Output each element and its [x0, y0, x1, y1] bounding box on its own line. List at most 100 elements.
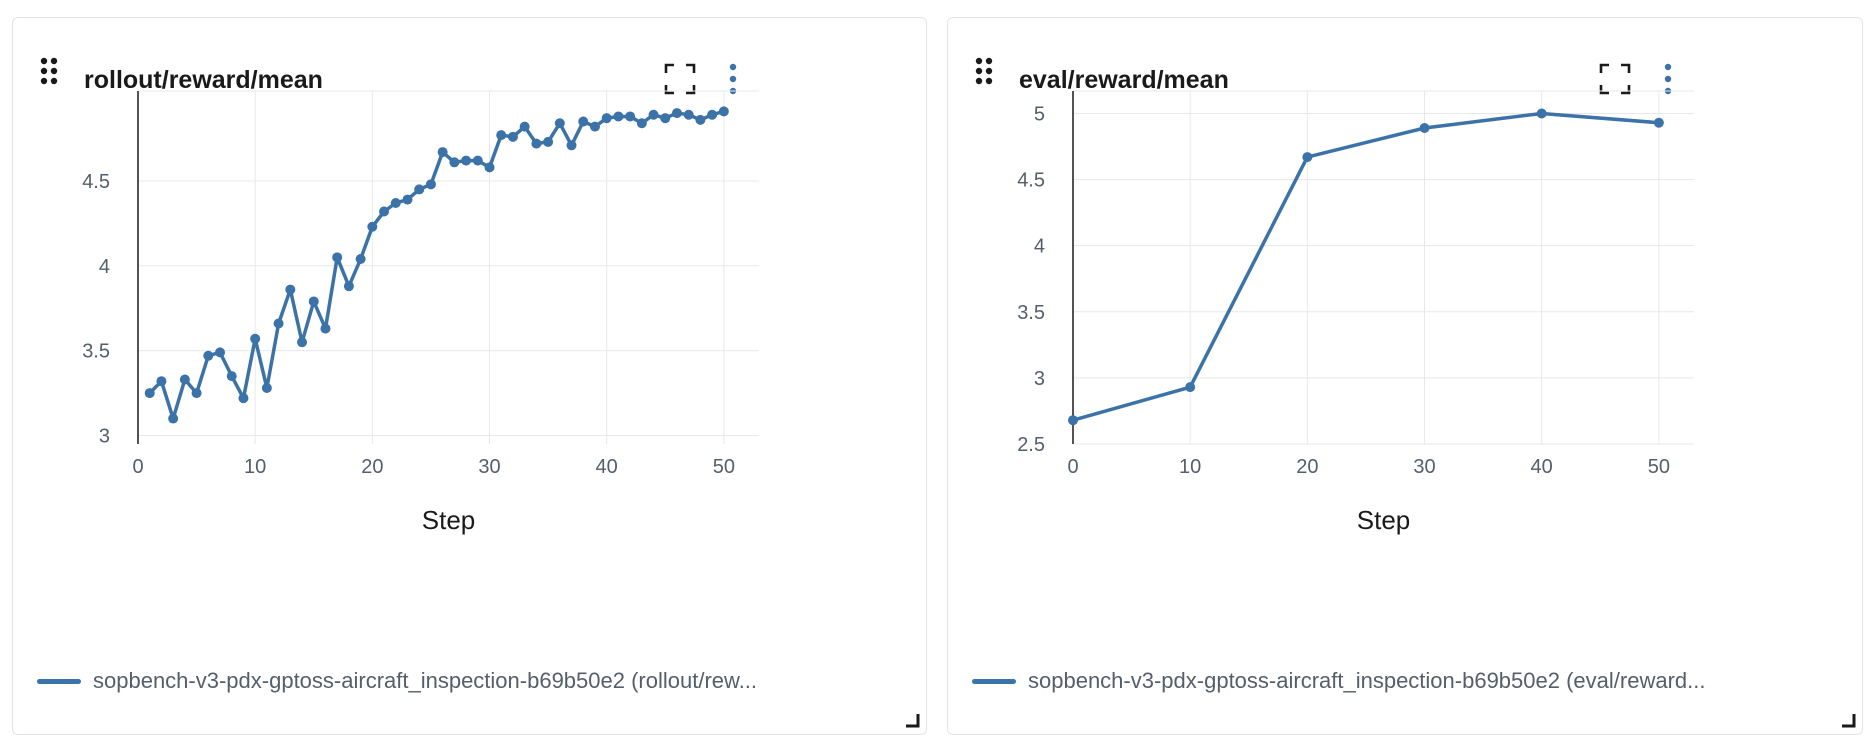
data-point: [203, 350, 214, 361]
data-point: [613, 111, 624, 122]
data-point: [484, 162, 495, 173]
data-point: [238, 393, 249, 404]
data-point: [1536, 108, 1547, 119]
fullscreen-icon[interactable]: [1598, 62, 1632, 96]
legend[interactable]: sopbench-v3-pdx-gptoss-aircraft_inspecti…: [972, 666, 1705, 696]
data-point: [636, 118, 647, 129]
data-point: [414, 184, 425, 195]
data-point: [425, 179, 436, 190]
data-point: [191, 388, 202, 399]
data-point: [625, 111, 636, 122]
y-tick-label: 3.5: [82, 341, 110, 363]
panel-title: eval/reward/mean: [1019, 66, 1229, 94]
panel-title: rollout/reward/mean: [84, 66, 323, 94]
data-point: [707, 109, 718, 120]
x-tick-label: 40: [596, 456, 618, 478]
chart-panel-eval-reward-mean: eval/reward/mean 0 10 20 30 40 50 2.5 3 3.5 4 4.5 5…: [947, 17, 1863, 735]
data-point: [144, 388, 155, 399]
y-tick-label: 3: [1034, 368, 1045, 390]
data-point: [261, 382, 272, 393]
x-tick-label: 10: [244, 456, 266, 478]
data-point: [601, 113, 612, 124]
data-point: [390, 198, 401, 209]
series-line: [148, 109, 725, 421]
data-point: [215, 347, 226, 358]
x-tick-label: 30: [1413, 456, 1435, 478]
resize-handle-icon[interactable]: [904, 712, 920, 728]
data-point: [367, 221, 378, 232]
data-point: [671, 108, 682, 119]
data-point: [543, 136, 554, 147]
y-tick-label: 5: [1034, 103, 1045, 125]
x-tick-label: 0: [1067, 456, 1078, 478]
resize-handle-icon[interactable]: [1840, 712, 1856, 728]
data-point: [379, 206, 390, 217]
data-point: [461, 155, 472, 166]
data-point: [531, 138, 542, 149]
data-point: [297, 337, 308, 348]
drag-handle-icon[interactable]: [39, 56, 61, 86]
y-tick-label: 4: [1034, 236, 1045, 258]
legend-label: sopbench-v3-pdx-gptoss-aircraft_inspecti…: [93, 668, 758, 693]
data-point: [566, 140, 577, 151]
legend-swatch: [972, 678, 1016, 684]
data-point: [156, 376, 167, 387]
data-point: [519, 121, 530, 132]
data-point: [250, 333, 261, 344]
y-tick-label: 2.5: [1017, 434, 1045, 456]
y-tick-label: 4.5: [82, 171, 110, 193]
x-tick-label: 40: [1531, 456, 1553, 478]
data-point: [226, 371, 237, 382]
data-point: [589, 121, 600, 132]
data-point: [332, 252, 343, 263]
data-point: [695, 114, 706, 125]
data-point: [179, 374, 190, 385]
data-point: [355, 254, 366, 265]
legend-swatch: [37, 678, 81, 684]
data-point: [496, 130, 507, 141]
x-tick-label: 50: [1648, 456, 1670, 478]
data-point: [343, 281, 354, 292]
x-axis-title: Step: [422, 505, 476, 535]
x-tick-label: 0: [132, 456, 143, 478]
data-point: [168, 413, 179, 424]
data-point: [1302, 152, 1313, 163]
fullscreen-icon[interactable]: [663, 62, 697, 96]
grid: [137, 90, 759, 444]
series-line: [1072, 111, 1659, 422]
data-point: [578, 116, 589, 127]
data-point: [402, 194, 413, 205]
legend[interactable]: sopbench-v3-pdx-gptoss-aircraft_inspecti…: [37, 666, 757, 696]
data-point: [472, 155, 483, 166]
y-tick-label: 3.5: [1017, 302, 1045, 324]
data-point: [554, 118, 565, 129]
grid: [1072, 90, 1694, 445]
chart-panel-rollout-reward-mean: rollout/reward/mean 0 10 20 30 40 50 3 3.5 4 4.5 S…: [12, 17, 927, 735]
y-tick-label: 3: [99, 426, 110, 448]
line-chart-rollout-reward: 0 10 20 30 40 50 3 3.5 4 4.5 Step: [82, 90, 759, 535]
y-tick-label: 4: [99, 256, 110, 278]
data-point: [273, 318, 284, 329]
x-tick-label: 20: [361, 456, 383, 478]
data-point: [437, 147, 448, 158]
data-point: [1419, 123, 1430, 134]
data-point: [308, 296, 319, 307]
data-point: [718, 106, 729, 117]
data-point: [449, 157, 460, 168]
x-tick-label: 50: [713, 456, 735, 478]
y-tick-label: 4.5: [1017, 170, 1045, 192]
data-point: [1185, 382, 1196, 393]
x-tick-label: 30: [478, 456, 500, 478]
x-tick-label: 20: [1296, 456, 1318, 478]
data-point: [683, 109, 694, 120]
drag-handle-icon[interactable]: [974, 56, 996, 86]
x-axis-title: Step: [1357, 505, 1411, 535]
legend-label: sopbench-v3-pdx-gptoss-aircraft_inspecti…: [1028, 668, 1706, 693]
data-point: [660, 113, 671, 124]
data-point: [1653, 117, 1664, 128]
data-point: [285, 284, 296, 295]
data-point: [320, 323, 331, 334]
data-point: [507, 131, 518, 142]
data-point: [1068, 415, 1078, 426]
data-point: [648, 109, 659, 120]
